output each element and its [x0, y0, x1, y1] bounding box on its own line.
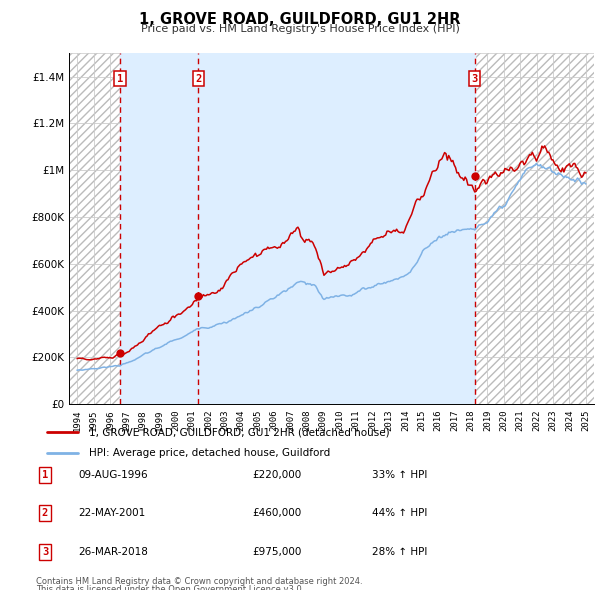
Text: 22-MAY-2001: 22-MAY-2001 [78, 509, 145, 518]
Text: Price paid vs. HM Land Registry's House Price Index (HPI): Price paid vs. HM Land Registry's House … [140, 24, 460, 34]
Text: £220,000: £220,000 [252, 470, 301, 480]
Text: 2: 2 [42, 509, 48, 518]
Text: 1, GROVE ROAD, GUILDFORD, GU1 2HR: 1, GROVE ROAD, GUILDFORD, GU1 2HR [139, 12, 461, 27]
Text: £975,000: £975,000 [252, 547, 301, 556]
Text: HPI: Average price, detached house, Guildford: HPI: Average price, detached house, Guil… [89, 448, 330, 458]
Text: 1, GROVE ROAD, GUILDFORD, GU1 2HR (detached house): 1, GROVE ROAD, GUILDFORD, GU1 2HR (detac… [89, 427, 389, 437]
Bar [69, 53, 120, 404]
Text: 2: 2 [196, 74, 202, 84]
Text: 28% ↑ HPI: 28% ↑ HPI [372, 547, 427, 556]
Bar [199, 53, 475, 404]
Text: 3: 3 [42, 547, 48, 556]
Text: £460,000: £460,000 [252, 509, 301, 518]
Text: This data is licensed under the Open Government Licence v3.0.: This data is licensed under the Open Gov… [36, 585, 304, 590]
Bar [475, 53, 594, 404]
Text: 1: 1 [42, 470, 48, 480]
Text: 09-AUG-1996: 09-AUG-1996 [78, 470, 148, 480]
Text: 44% ↑ HPI: 44% ↑ HPI [372, 509, 427, 518]
Text: 3: 3 [472, 74, 478, 84]
Text: 26-MAR-2018: 26-MAR-2018 [78, 547, 148, 556]
Text: 1: 1 [117, 74, 123, 84]
Text: 33% ↑ HPI: 33% ↑ HPI [372, 470, 427, 480]
Bar [120, 53, 199, 404]
Text: Contains HM Land Registry data © Crown copyright and database right 2024.: Contains HM Land Registry data © Crown c… [36, 577, 362, 586]
